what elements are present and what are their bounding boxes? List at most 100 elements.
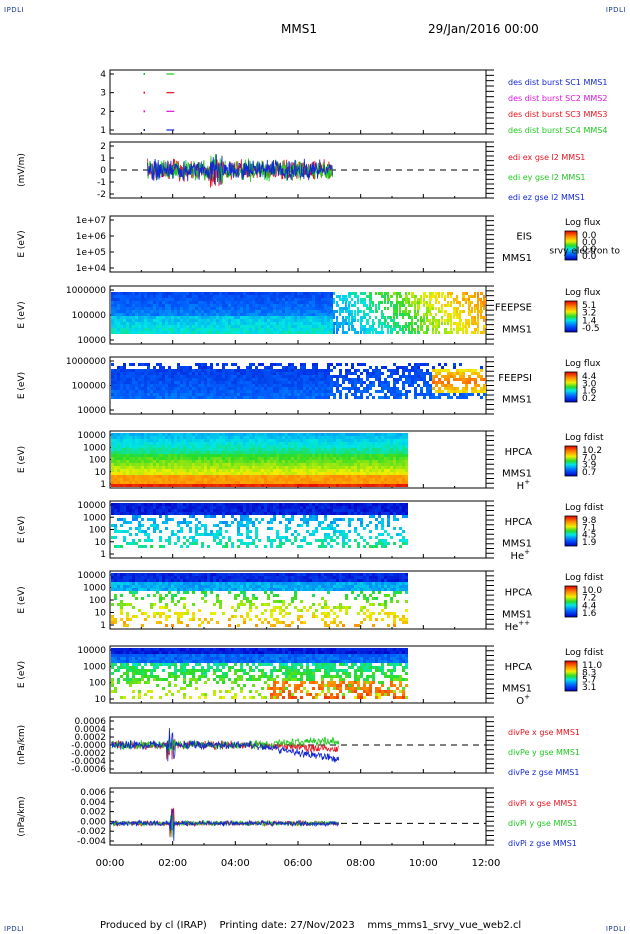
- p6-cell: [297, 445, 300, 448]
- p5-cell: [300, 369, 303, 372]
- p5-cell: [312, 381, 315, 384]
- p6-cell: [318, 469, 321, 472]
- p5-cell: [225, 396, 228, 399]
- p5-cell: [261, 369, 264, 372]
- p6-cell: [132, 463, 135, 466]
- p4-cell: [225, 307, 228, 310]
- p4-cell: [459, 304, 461, 307]
- p6-cell: [399, 457, 402, 460]
- p6-cell: [294, 460, 297, 463]
- p5-cell: [111, 372, 114, 375]
- p5-cell: [171, 378, 174, 381]
- p6-cell: [153, 463, 156, 466]
- p6-cell: [276, 472, 279, 475]
- p6-cell: [123, 469, 126, 472]
- p5-cell: [150, 378, 153, 381]
- p5-cell: [228, 384, 231, 387]
- p4-cell: [237, 295, 240, 298]
- p4-cell: [294, 304, 297, 307]
- p5-cell: [192, 369, 195, 372]
- p4-cell: [360, 298, 363, 301]
- p4-cell: [312, 292, 315, 295]
- p5-cell: [432, 387, 435, 390]
- p5-cell: [429, 396, 432, 399]
- p5-cell: [213, 372, 216, 375]
- p6-cell: [192, 451, 195, 454]
- p6-cell: [318, 448, 321, 451]
- p4-cell: [315, 316, 318, 319]
- p5-cell: [213, 390, 216, 393]
- p5-cell: [240, 384, 243, 387]
- p5-cell: [435, 369, 438, 372]
- p6-cell: [234, 433, 237, 436]
- p3-frame: [109, 215, 487, 273]
- p5-cell: [132, 375, 135, 378]
- p5-cell: [345, 375, 348, 378]
- p5-cell: [300, 378, 303, 381]
- p6-cell: [306, 472, 309, 475]
- p5-cell: [249, 381, 252, 384]
- p4-cell: [129, 322, 132, 325]
- p5-cell: [213, 378, 216, 381]
- p5-cell: [336, 375, 339, 378]
- p6-cell: [216, 457, 219, 460]
- p5-cell: [423, 393, 426, 396]
- p6-cell: [186, 478, 189, 481]
- p4-cell: [183, 307, 186, 310]
- p6-cell: [402, 454, 405, 457]
- p6-cell: [282, 433, 285, 436]
- p5-cell: [306, 369, 309, 372]
- p6-cell: [159, 481, 162, 484]
- p6-cell: [327, 436, 330, 439]
- p6-cell: [264, 478, 267, 481]
- p4-cell: [321, 325, 324, 328]
- p5-cell: [240, 381, 243, 384]
- p6-cell: [324, 469, 327, 472]
- p6-cell: [213, 451, 216, 454]
- p4-cell: [447, 292, 450, 295]
- p6-cell: [261, 439, 264, 442]
- p5-cell: [258, 384, 261, 387]
- p6-cell: [390, 460, 393, 463]
- p6-cell: [186, 481, 189, 484]
- p4-cell: [198, 292, 201, 295]
- p4-cell: [459, 310, 462, 313]
- p5-cell: [414, 375, 417, 378]
- p5-cell: [159, 393, 162, 396]
- p4-cell: [147, 295, 150, 298]
- p4-cell: [258, 292, 261, 295]
- p6-cell: [153, 466, 156, 469]
- p5-cell: [249, 387, 252, 390]
- p6-cell: [171, 463, 174, 466]
- p4-cell: [456, 298, 458, 301]
- p6-cell: [279, 475, 282, 478]
- p5-cell: [285, 375, 288, 378]
- p5-cell: [318, 384, 321, 387]
- p6-cell: [306, 457, 309, 460]
- p6-cell: [354, 436, 357, 439]
- p4-cell: [270, 322, 273, 325]
- p6-cell: [315, 439, 318, 442]
- p5-cell: [195, 363, 198, 366]
- p4-cell: [192, 328, 195, 331]
- p4-cell: [363, 292, 366, 295]
- p6-cell: [240, 472, 243, 475]
- p6-cell: [204, 466, 207, 469]
- p4-cell: [144, 292, 147, 295]
- p5-cell: [390, 387, 393, 390]
- p6-cell: [396, 463, 399, 466]
- p4-cell: [426, 328, 429, 331]
- p6-cell: [159, 484, 162, 487]
- p5-cell: [213, 375, 216, 378]
- p6-cell: [198, 481, 201, 484]
- p6-cell: [132, 436, 135, 439]
- p4-cell: [258, 313, 261, 316]
- p5-cell: [417, 393, 420, 396]
- p6-cell: [207, 439, 210, 442]
- corner-mark-bottom-left: IPDLI: [4, 925, 25, 933]
- p6-cell: [222, 445, 225, 448]
- p6-cell: [162, 445, 165, 448]
- p5-cell: [171, 369, 174, 372]
- p5-cell: [156, 363, 159, 366]
- p5-cell: [411, 366, 414, 369]
